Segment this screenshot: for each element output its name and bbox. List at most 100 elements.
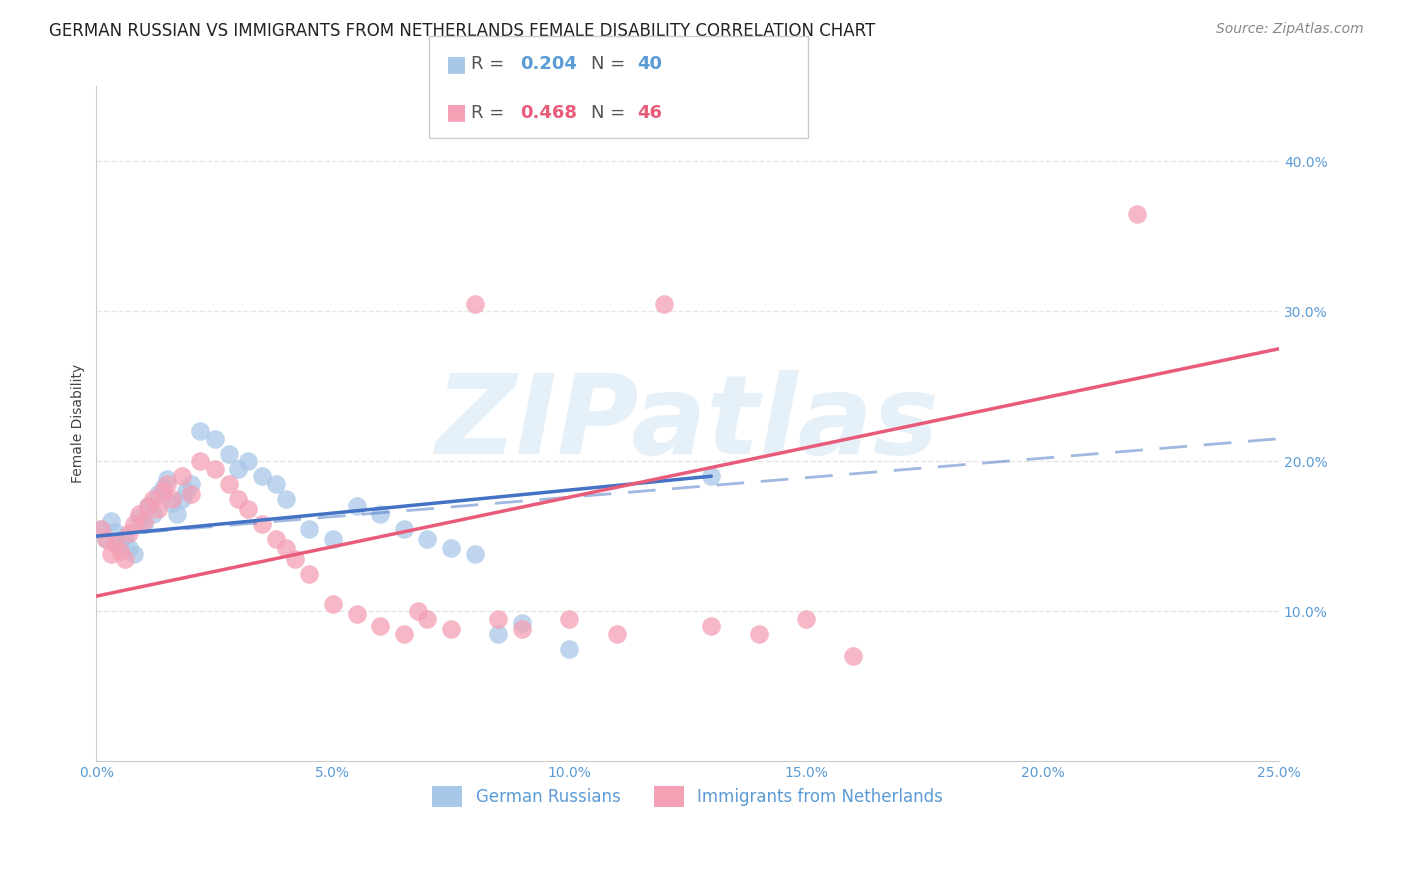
- Point: [128, 511, 150, 525]
- Point: [170, 469, 193, 483]
- Point: [142, 507, 165, 521]
- Point: [700, 619, 723, 633]
- Point: [748, 626, 770, 640]
- Point: [236, 502, 259, 516]
- Point: [346, 499, 368, 513]
- Point: [794, 612, 817, 626]
- Point: [346, 607, 368, 621]
- Point: [100, 514, 122, 528]
- Point: [264, 476, 287, 491]
- Point: [166, 507, 188, 521]
- Point: [114, 529, 136, 543]
- Point: [118, 541, 141, 556]
- Point: [416, 532, 439, 546]
- Text: N =: N =: [591, 103, 630, 121]
- Point: [440, 541, 463, 556]
- Point: [108, 536, 131, 550]
- Point: [152, 484, 174, 499]
- Text: ■: ■: [446, 54, 467, 74]
- Point: [204, 432, 226, 446]
- Point: [322, 532, 344, 546]
- Point: [842, 649, 865, 664]
- Point: [392, 626, 415, 640]
- Point: [104, 536, 127, 550]
- Point: [174, 484, 197, 499]
- Point: [190, 454, 212, 468]
- Text: 0.468: 0.468: [520, 103, 578, 121]
- Text: ZIPatlas: ZIPatlas: [436, 370, 939, 477]
- Point: [132, 514, 155, 528]
- Point: [226, 491, 249, 506]
- Point: [236, 454, 259, 468]
- Point: [142, 491, 165, 506]
- Point: [700, 469, 723, 483]
- Text: ■: ■: [446, 103, 467, 122]
- Text: 0.204: 0.204: [520, 55, 576, 73]
- Point: [510, 622, 533, 636]
- Point: [160, 491, 183, 506]
- Point: [488, 612, 510, 626]
- Text: R =: R =: [471, 55, 510, 73]
- Point: [218, 447, 240, 461]
- Point: [488, 626, 510, 640]
- Point: [132, 517, 155, 532]
- Text: 46: 46: [637, 103, 662, 121]
- Point: [226, 461, 249, 475]
- Point: [440, 622, 463, 636]
- Point: [464, 297, 486, 311]
- Point: [122, 517, 145, 532]
- Text: N =: N =: [591, 55, 630, 73]
- Point: [90, 522, 112, 536]
- Point: [652, 297, 675, 311]
- Text: R =: R =: [471, 103, 510, 121]
- Point: [100, 547, 122, 561]
- Point: [146, 502, 169, 516]
- Point: [104, 524, 127, 539]
- Point: [558, 612, 581, 626]
- Point: [250, 517, 273, 532]
- Point: [274, 541, 297, 556]
- Point: [146, 487, 169, 501]
- Point: [122, 547, 145, 561]
- Point: [138, 499, 160, 513]
- Point: [250, 469, 273, 483]
- Point: [322, 597, 344, 611]
- Point: [190, 424, 212, 438]
- Point: [108, 544, 131, 558]
- Point: [170, 491, 193, 506]
- Point: [204, 461, 226, 475]
- Point: [606, 626, 628, 640]
- Point: [392, 522, 415, 536]
- Point: [138, 499, 160, 513]
- Point: [264, 532, 287, 546]
- Point: [558, 641, 581, 656]
- Point: [218, 476, 240, 491]
- Point: [510, 616, 533, 631]
- Point: [160, 496, 183, 510]
- Point: [94, 532, 117, 546]
- Point: [298, 566, 321, 581]
- Point: [298, 522, 321, 536]
- Legend: German Russians, Immigrants from Netherlands: German Russians, Immigrants from Netherl…: [426, 780, 949, 814]
- Point: [1126, 207, 1149, 221]
- Point: [118, 526, 141, 541]
- Text: Source: ZipAtlas.com: Source: ZipAtlas.com: [1216, 22, 1364, 37]
- Y-axis label: Female Disability: Female Disability: [72, 364, 86, 483]
- Point: [284, 551, 307, 566]
- Point: [274, 491, 297, 506]
- Point: [156, 476, 179, 491]
- Point: [156, 472, 179, 486]
- Point: [368, 619, 391, 633]
- Point: [114, 551, 136, 566]
- Point: [406, 604, 429, 618]
- Point: [94, 532, 117, 546]
- Point: [416, 612, 439, 626]
- Point: [368, 507, 391, 521]
- Point: [180, 476, 202, 491]
- Text: GERMAN RUSSIAN VS IMMIGRANTS FROM NETHERLANDS FEMALE DISABILITY CORRELATION CHAR: GERMAN RUSSIAN VS IMMIGRANTS FROM NETHER…: [49, 22, 876, 40]
- Point: [90, 522, 112, 536]
- Point: [464, 547, 486, 561]
- Point: [128, 507, 150, 521]
- Point: [180, 487, 202, 501]
- Point: [152, 481, 174, 495]
